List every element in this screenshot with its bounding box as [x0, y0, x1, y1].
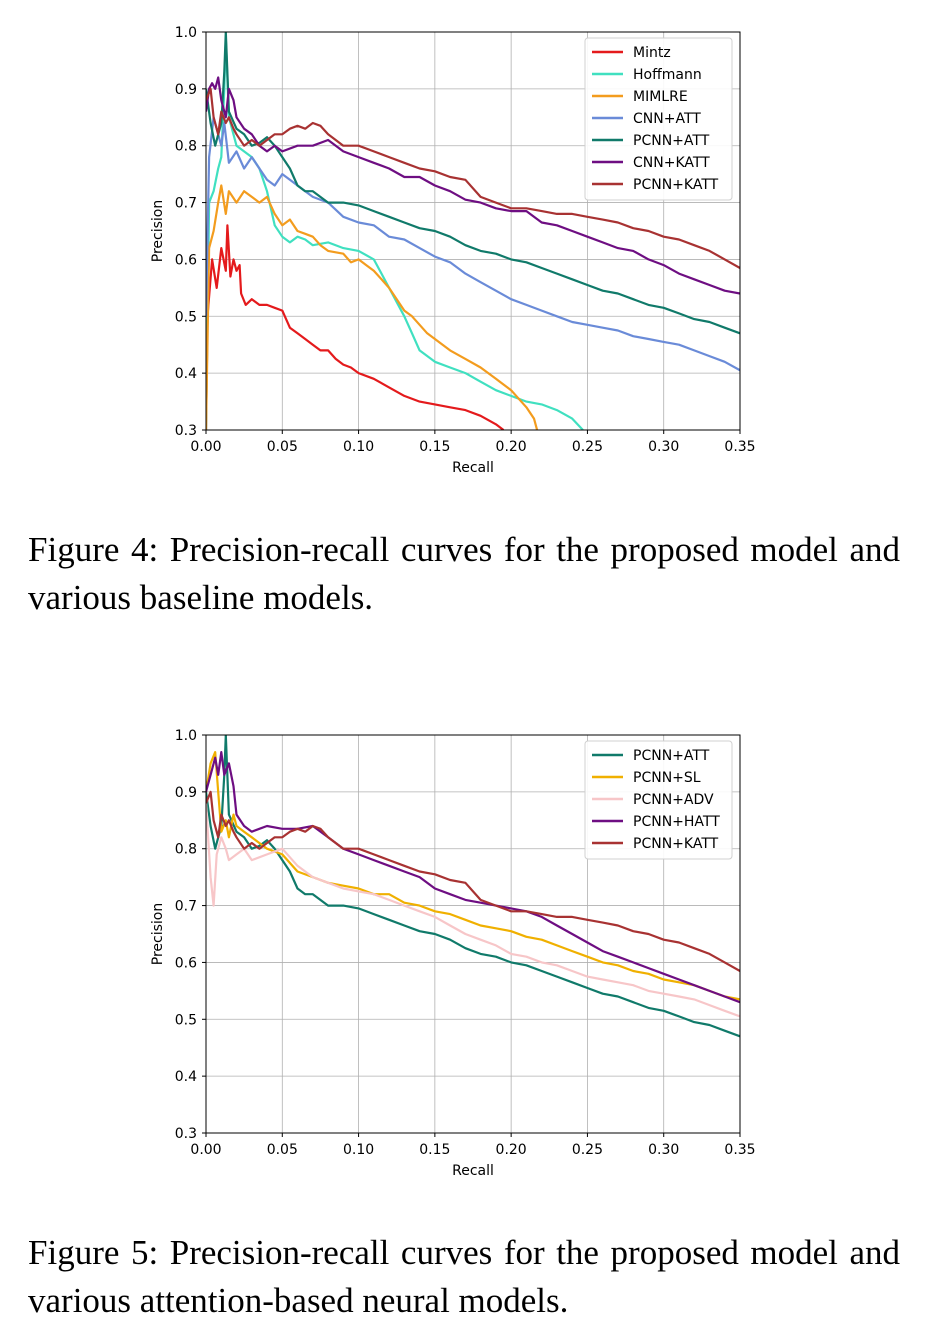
series-line-mintz — [206, 224, 505, 430]
legend-label: MIMLRE — [633, 89, 688, 105]
y-tick-label: 0.7 — [175, 899, 197, 915]
y-tick-label: 0.5 — [175, 1012, 197, 1028]
y-tick-label: 0.6 — [175, 955, 197, 971]
figure-4-chart: 0.00 0.05 0.10 0.15 0.20 0.25 0.30 0.35 0.3 0.4 0.… — [150, 25, 756, 476]
y-tick-label: 0.6 — [175, 252, 197, 268]
legend-label: PCNN+HATT — [633, 814, 720, 830]
series-line-pcnn-katt — [206, 790, 740, 972]
legend-box — [584, 740, 733, 860]
legend-label: Mintz — [633, 45, 671, 61]
y-axis-label: Precision — [150, 903, 166, 965]
x-tick-label: 0.15 — [419, 439, 450, 455]
series-line-pcnn-katt — [206, 87, 740, 269]
series-group — [206, 735, 740, 1038]
figure-5-caption: Figure 5: Precision-recall curves for th… — [28, 1233, 900, 1320]
x-tick-label: 0.05 — [267, 1142, 298, 1158]
y-tick-label: 0.4 — [175, 1069, 197, 1085]
x-tick-label: 0.25 — [572, 439, 603, 455]
x-tick-label: 0.20 — [496, 1142, 527, 1158]
legend-label: PCNN+ATT — [633, 748, 710, 764]
x-tick-label: 0.00 — [190, 1142, 221, 1158]
y-tick-label: 0.7 — [175, 196, 197, 212]
y-tick-label: 0.9 — [175, 82, 197, 98]
x-tick-label: 0.10 — [343, 1142, 374, 1158]
x-tick-label: 0.25 — [572, 1142, 603, 1158]
legend-label: PCNN+SL — [633, 770, 701, 786]
legend-label: CNN+ATT — [633, 111, 701, 127]
y-axis-label: Precision — [150, 200, 166, 262]
legend-box — [584, 37, 733, 201]
x-tick-label: 0.00 — [190, 439, 221, 455]
plot-frame — [205, 734, 741, 1134]
x-tick-label: 0.30 — [648, 1142, 679, 1158]
y-tick-label: 1.0 — [175, 728, 197, 744]
legend-label: PCNN+ATT — [633, 133, 710, 149]
legend-label: CNN+KATT — [633, 155, 710, 171]
y-tick-label: 0.3 — [175, 423, 197, 439]
figure-5-chart: 0.00 0.05 0.10 0.15 0.20 0.25 0.30 0.35 0.3 0.4 0.… — [150, 728, 756, 1179]
series-line-cnn-katt — [206, 76, 740, 295]
series-line-pcnn-hatt — [206, 751, 740, 1004]
x-axis-label: Recall — [452, 1163, 494, 1179]
x-tick-label: 0.05 — [267, 439, 298, 455]
x-tick-label: 0.35 — [724, 1142, 755, 1158]
series-line-pcnn-att — [206, 735, 740, 1038]
x-tick-label: 0.15 — [419, 1142, 450, 1158]
y-tick-label: 0.8 — [175, 139, 197, 155]
y-tick-label: 0.4 — [175, 366, 197, 382]
x-tick-label: 0.10 — [343, 439, 374, 455]
y-tick-label: 0.5 — [175, 309, 197, 325]
legend-label: PCNN+KATT — [633, 836, 719, 852]
series-line-pcnn-sl — [206, 751, 740, 1001]
x-tick-label: 0.30 — [648, 439, 679, 455]
x-tick-label: 0.20 — [496, 439, 527, 455]
y-tick-label: 0.3 — [175, 1126, 197, 1142]
x-tick-label: 0.35 — [724, 439, 755, 455]
series-line-hoffmann — [206, 36, 584, 430]
legend-label: Hoffmann — [633, 67, 702, 83]
y-tick-label: 0.8 — [175, 842, 197, 858]
plot-frame — [205, 31, 741, 431]
legend-label: PCNN+KATT — [633, 177, 719, 193]
x-axis-label: Recall — [452, 460, 494, 476]
series-line-mimlre — [206, 184, 539, 430]
y-tick-label: 0.9 — [175, 785, 197, 801]
series-line-pcnn-adv — [206, 803, 740, 1018]
series-line-pcnn-att — [206, 32, 740, 335]
y-tick-label: 1.0 — [175, 25, 197, 41]
series-line-cnn-att — [206, 116, 740, 372]
legend-label: PCNN+ADV — [633, 792, 714, 808]
series-group — [206, 32, 740, 430]
figure-4-caption: Figure 4: Precision-recall curves for th… — [28, 530, 900, 617]
